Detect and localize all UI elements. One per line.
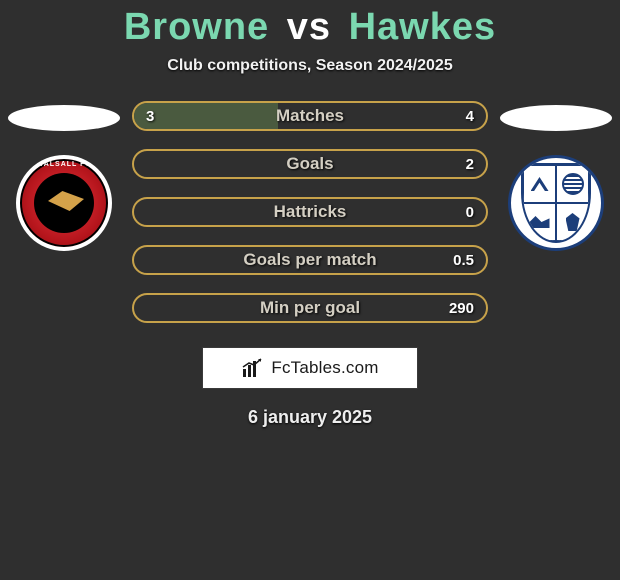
stat-right-value: 2 bbox=[466, 156, 474, 173]
brand-text: FcTables.com bbox=[271, 358, 378, 378]
shield-icon bbox=[521, 163, 591, 243]
vs-separator: vs bbox=[287, 6, 331, 48]
stat-label: Goals per match bbox=[134, 250, 486, 270]
stat-row: Goals2 bbox=[132, 149, 488, 179]
left-club-badge: WALSALL FC bbox=[16, 155, 112, 251]
stat-label: Hattricks bbox=[134, 202, 486, 222]
stat-row: Min per goal290 bbox=[132, 293, 488, 323]
stat-right-value: 0.5 bbox=[453, 252, 474, 269]
stat-row: 3Matches4 bbox=[132, 101, 488, 131]
stat-label: Goals bbox=[134, 154, 486, 174]
stat-left-value: 3 bbox=[146, 108, 154, 125]
right-side bbox=[496, 101, 616, 251]
stats-panel: 3Matches4 Goals2 Hattricks0 Goals per match… bbox=[124, 101, 496, 323]
player2-name: Hawkes bbox=[349, 6, 497, 48]
left-badge-text: WALSALL FC bbox=[20, 161, 108, 168]
main-layout: WALSALL FC 3Matches4 Goals2 Hattricks0 Goal… bbox=[0, 101, 620, 323]
stat-fill bbox=[134, 103, 278, 129]
right-ellipse-decoration bbox=[500, 105, 612, 131]
comparison-title: Browne vs Hawkes bbox=[0, 0, 620, 49]
left-ellipse-decoration bbox=[8, 105, 120, 131]
footer-date: 6 january 2025 bbox=[0, 407, 620, 428]
stat-right-value: 4 bbox=[466, 108, 474, 125]
subtitle-text: Club competitions, Season 2024/2025 bbox=[0, 57, 620, 75]
left-side: WALSALL FC bbox=[4, 101, 124, 251]
chart-icon bbox=[241, 357, 265, 379]
stat-right-value: 0 bbox=[466, 204, 474, 221]
stat-row: Hattricks0 bbox=[132, 197, 488, 227]
stat-label: Min per goal bbox=[134, 298, 486, 318]
stat-right-value: 290 bbox=[449, 300, 474, 317]
right-club-badge bbox=[508, 155, 604, 251]
stat-row: Goals per match0.5 bbox=[132, 245, 488, 275]
brand-footer[interactable]: FcTables.com bbox=[202, 347, 418, 389]
player1-name: Browne bbox=[124, 6, 269, 48]
